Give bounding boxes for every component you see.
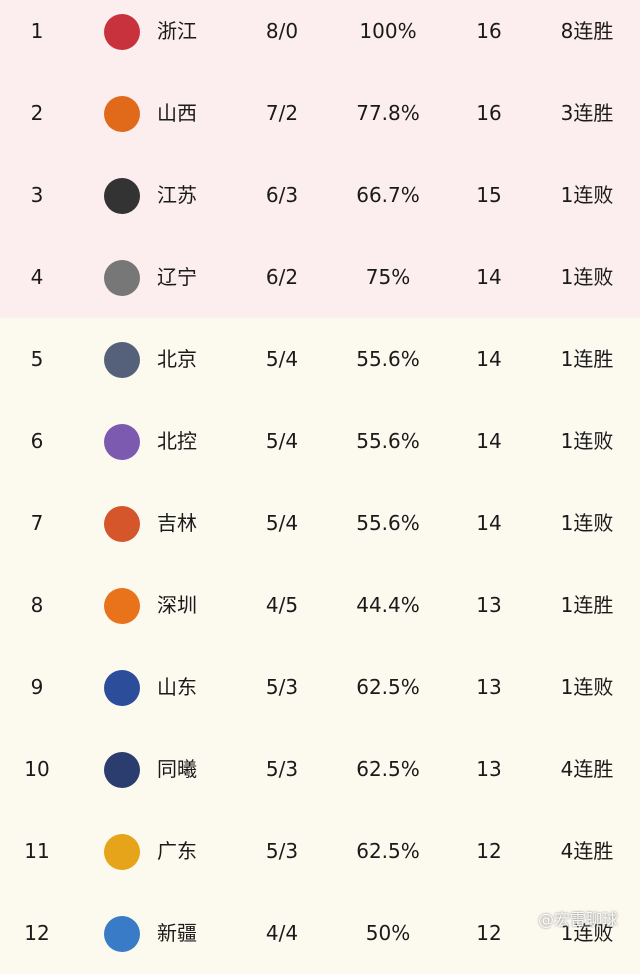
- record: 5/3: [265, 757, 299, 781]
- record: 6/3: [265, 183, 299, 207]
- points: 15: [476, 183, 502, 207]
- record: 5/4: [265, 347, 299, 371]
- points: 12: [476, 839, 502, 863]
- team-name: 吉林: [157, 511, 197, 535]
- table-row: 6 北控 5/4 55.6% 14 1连败: [0, 400, 640, 482]
- points: 12: [476, 921, 502, 945]
- table-row: 9 山东 5/3 62.5% 13 1连败: [0, 646, 640, 728]
- team-name: 北控: [157, 429, 197, 453]
- points: 16: [476, 19, 502, 43]
- table-row: 2 山西 7/2 77.8% 16 3连胜: [0, 72, 640, 154]
- streak: 1连胜: [560, 347, 614, 371]
- streak: 1连败: [560, 429, 614, 453]
- team-logo: [104, 96, 140, 132]
- table-row: 11 广东 5/3 62.5% 12 4连胜: [0, 810, 640, 892]
- points: 14: [476, 511, 502, 535]
- page: 1 浙江 8/0 100% 16 8连胜 2 山西 7/2 77.8% 16 3连胜 3 江苏 6/3 66.…: [0, 0, 640, 952]
- streak: 1连败: [560, 921, 614, 945]
- streak: 8连胜: [560, 19, 614, 43]
- team-logo: [104, 588, 140, 624]
- streak: 1连胜: [560, 593, 614, 617]
- win-rate: 75%: [365, 265, 411, 289]
- win-rate: 62.5%: [356, 675, 420, 699]
- points: 16: [476, 101, 502, 125]
- team-logo: [104, 752, 140, 788]
- rank: 5: [30, 347, 44, 371]
- win-rate: 44.4%: [356, 593, 420, 617]
- record: 5/4: [265, 429, 299, 453]
- record: 7/2: [265, 101, 299, 125]
- win-rate: 55.6%: [356, 429, 420, 453]
- team-name: 辽宁: [157, 265, 197, 289]
- team-name: 广东: [157, 839, 197, 863]
- record: 8/0: [265, 19, 299, 43]
- win-rate: 77.8%: [356, 101, 420, 125]
- table-row: 1 浙江 8/0 100% 16 8连胜: [0, 0, 640, 72]
- record: 5/4: [265, 511, 299, 535]
- win-rate: 55.6%: [356, 511, 420, 535]
- team-name: 山西: [157, 101, 197, 125]
- streak: 1连败: [560, 265, 614, 289]
- points: 14: [476, 429, 502, 453]
- record: 5/3: [265, 839, 299, 863]
- team-name: 同曦: [157, 757, 197, 781]
- table-row: 8 深圳 4/5 44.4% 13 1连胜: [0, 564, 640, 646]
- team-name: 山东: [157, 675, 197, 699]
- record: 4/5: [265, 593, 299, 617]
- win-rate: 100%: [359, 19, 417, 43]
- rank: 7: [30, 511, 44, 535]
- team-name: 浙江: [157, 19, 197, 43]
- team-logo: [104, 506, 140, 542]
- rank: 12: [24, 921, 50, 945]
- streak: 4连胜: [560, 839, 614, 863]
- rank: 4: [30, 265, 44, 289]
- record: 6/2: [265, 265, 299, 289]
- streak: 3连胜: [560, 101, 614, 125]
- watermark: @宏雷聊球: [537, 910, 618, 929]
- team-logo: [104, 916, 140, 952]
- rank: 2: [30, 101, 44, 125]
- team-logo: [104, 342, 140, 378]
- streak: 1连败: [560, 183, 614, 207]
- win-rate: 50%: [365, 921, 411, 945]
- win-rate: 55.6%: [356, 347, 420, 371]
- rank: 1: [30, 19, 44, 43]
- team-logo: [104, 670, 140, 706]
- win-rate: 62.5%: [356, 757, 420, 781]
- team-logo: [104, 260, 140, 296]
- table-row: 3 江苏 6/3 66.7% 15 1连败: [0, 154, 640, 236]
- record: 4/4: [265, 921, 299, 945]
- table-row: 4 辽宁 6/2 75% 14 1连败: [0, 236, 640, 318]
- rank: 10: [24, 757, 50, 781]
- team-logo: [104, 178, 140, 214]
- points: 13: [476, 675, 502, 699]
- rank: 9: [30, 675, 44, 699]
- points: 14: [476, 347, 502, 371]
- rank: 6: [30, 429, 44, 453]
- team-logo: [104, 14, 140, 50]
- rank: 3: [30, 183, 44, 207]
- streak: 1连败: [560, 675, 614, 699]
- team-logo: [104, 424, 140, 460]
- table-row: 12 新疆 4/4 50% 12 1连败: [0, 892, 640, 974]
- win-rate: 66.7%: [356, 183, 420, 207]
- rank: 8: [30, 593, 44, 617]
- points: 13: [476, 757, 502, 781]
- team-logo: [104, 834, 140, 870]
- points: 14: [476, 265, 502, 289]
- win-rate: 62.5%: [356, 839, 420, 863]
- streak: 1连败: [560, 511, 614, 535]
- table-row: 5 北京 5/4 55.6% 14 1连胜: [0, 318, 640, 400]
- record: 5/3: [265, 675, 299, 699]
- team-name: 江苏: [157, 183, 197, 207]
- rank: 11: [24, 839, 50, 863]
- table-row: 7 吉林 5/4 55.6% 14 1连败: [0, 482, 640, 564]
- streak: 4连胜: [560, 757, 614, 781]
- table-row: 10 同曦 5/3 62.5% 13 4连胜: [0, 728, 640, 810]
- points: 13: [476, 593, 502, 617]
- team-name: 新疆: [157, 921, 197, 945]
- team-name: 北京: [157, 347, 197, 371]
- team-name: 深圳: [157, 593, 197, 617]
